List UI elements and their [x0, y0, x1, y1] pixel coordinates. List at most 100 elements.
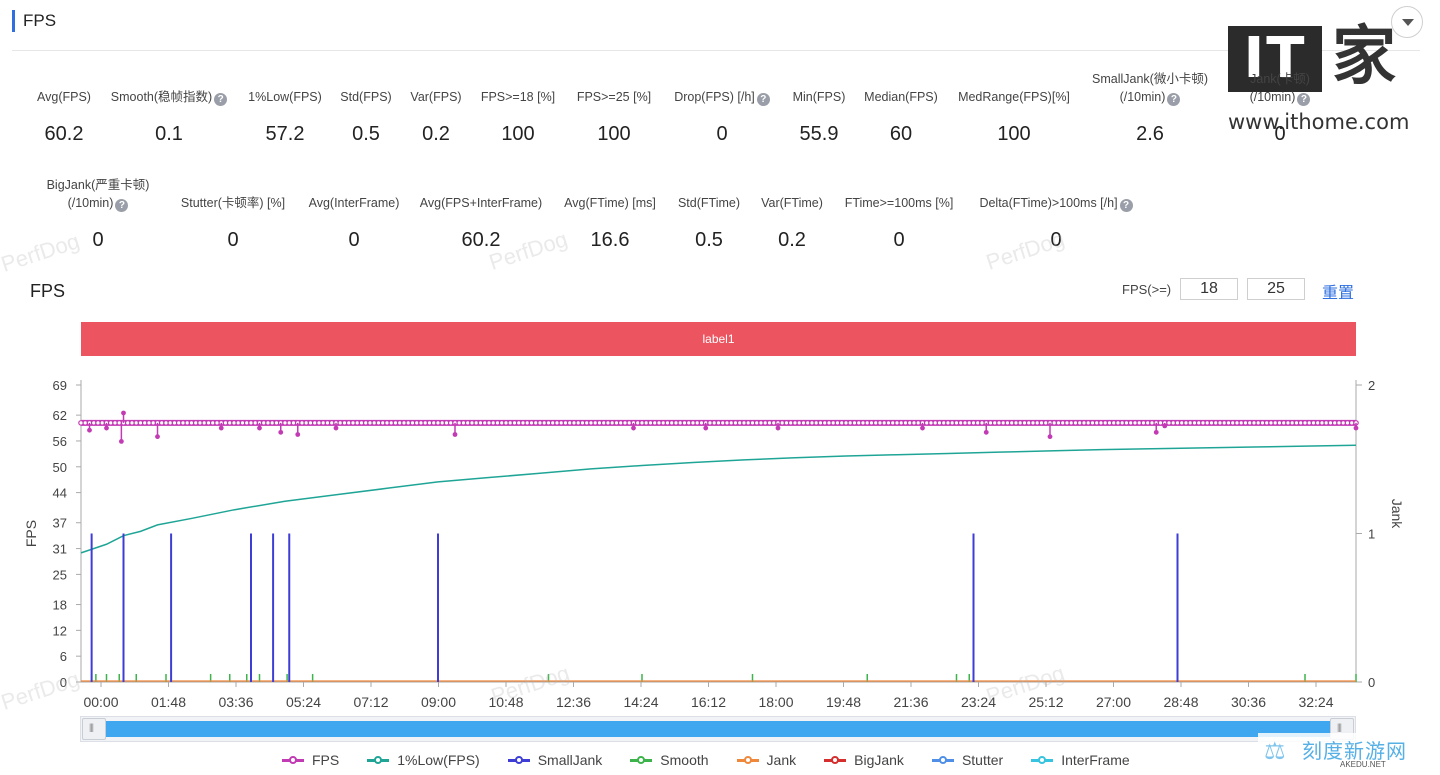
metric-value: 0 [893, 229, 905, 251]
legend-item-smalljank[interactable]: SmallJank [507, 750, 603, 770]
y-tick-label: 56 [53, 434, 67, 449]
help-icon[interactable]: ? [1297, 93, 1311, 106]
legend-label: FPS [312, 752, 340, 768]
x-tick-label: 05:24 [286, 694, 321, 710]
metric-label: FPS>=18 [%] [480, 90, 556, 104]
metric-label: Jank(卡顿) [1250, 72, 1310, 86]
metric-value: 100 [597, 123, 631, 145]
metric-fps-25: FPS>=25 [%] 100 [534, 88, 694, 145]
y-tick-label: 6 [60, 649, 67, 664]
metric-value: 0.5 [352, 123, 380, 145]
y2-tick-label: 1 [1368, 527, 1375, 542]
legend-swatch [824, 755, 847, 765]
x-tick-label: 21:36 [893, 694, 928, 710]
metric-value: 0 [716, 123, 728, 145]
collapse-toggle-button[interactable] [1391, 6, 1423, 38]
help-icon[interactable]: ? [1167, 93, 1181, 106]
fps-point [1353, 425, 1359, 431]
legend-item-smooth[interactable]: Smooth [630, 750, 709, 770]
fps-point [118, 438, 124, 444]
metric-value: 16.6 [590, 229, 630, 251]
metric-median-fps: Median(FPS) 60 [821, 88, 981, 145]
x-tick-label: 12:36 [556, 694, 591, 710]
legend-item-1-low-fps-[interactable]: 1%Low(FPS) [367, 750, 480, 770]
y-tick-label: 69 [53, 378, 67, 393]
metric-label: Delta(FTime)>100ms [/h]? [976, 194, 1136, 212]
x-tick-label: 10:48 [488, 694, 523, 710]
metric-label: Std(FTime) [677, 196, 741, 210]
metric-jank: Jank(卡顿) (/10min)? 0 [1200, 70, 1360, 145]
header-divider [12, 50, 1420, 51]
metric-label: BigJank(严重卡顿) [46, 178, 150, 192]
metric-avg-ftime-ms: Avg(FTime) [ms] 16.6 [530, 194, 690, 251]
metric-std-fps: Std(FPS) 0.5 [286, 88, 446, 145]
time-range-selection[interactable] [104, 721, 1330, 737]
metric-label: Min(FPS) [792, 90, 846, 104]
label-band[interactable]: label1 [81, 322, 1356, 356]
legend-swatch [507, 755, 530, 765]
fps-point [104, 425, 109, 431]
fps-threshold-input-1[interactable]: 18 [1180, 278, 1238, 300]
x-tick-label: 32:24 [1298, 694, 1333, 710]
legend-item-bigjank[interactable]: BigJank [824, 750, 904, 770]
chart-title: FPS [30, 281, 66, 301]
help-icon[interactable]: ? [756, 93, 770, 106]
help-icon[interactable]: ? [115, 199, 129, 212]
metric-1-low-fps: 1%Low(FPS) 57.2 [205, 88, 365, 145]
metric-avg-fps-interframe: Avg(FPS+InterFrame) 60.2 [401, 194, 561, 251]
y-tick-label: 18 [53, 598, 67, 613]
metric-label: Avg(FPS+InterFrame) [419, 196, 543, 210]
fps-point [218, 425, 224, 431]
fps-point [121, 410, 126, 416]
logo-it-mark: IT [1228, 26, 1322, 92]
x-tick-label: 25:12 [1028, 694, 1063, 710]
y-axis-label: FPS [23, 520, 39, 547]
legend-swatch [931, 755, 954, 765]
legend-swatch [282, 755, 304, 765]
metric-label: Smooth(稳帧指数)? [89, 88, 249, 106]
metric-smooth: Smooth(稳帧指数)? 0.1 [89, 88, 249, 145]
metric-value: 0 [348, 229, 360, 251]
metric-medrange-fps: MedRange(FPS)[%] 100 [934, 88, 1094, 145]
fps-point [1047, 434, 1053, 440]
fps-threshold-label: FPS(>=) [1122, 282, 1172, 297]
metric-fps-18: FPS>=18 [%] 100 [438, 88, 598, 145]
x-tick-label: 28:48 [1163, 694, 1198, 710]
slider-handle-left[interactable] [82, 718, 106, 740]
fps-point [155, 434, 160, 440]
help-icon[interactable]: ? [214, 93, 228, 106]
legend-item-stutter[interactable]: Stutter [931, 750, 1003, 770]
ithome-logo: IT 家 www.ithome.com [1228, 22, 1428, 142]
y-tick-label: 31 [53, 542, 67, 557]
legend-item-jank[interactable]: Jank [736, 750, 797, 770]
fps-point [452, 432, 458, 437]
help-icon[interactable]: ? [1119, 199, 1133, 212]
metric-sublabel: (/10min)? [18, 194, 178, 212]
metric-ftime-100ms: FTime>=100ms [%] 0 [819, 194, 979, 251]
metric-avg-fps: Avg(FPS) 60.2 [0, 88, 144, 145]
metric-value: 60.2 [44, 123, 84, 145]
fps-point [278, 429, 284, 435]
x-tick-label: 19:48 [826, 694, 861, 710]
legend-item-fps[interactable]: FPS [282, 750, 339, 770]
metric-label: FTime>=100ms [%] [844, 196, 954, 210]
metric-value: 0 [1050, 229, 1062, 251]
legend-swatch [367, 755, 390, 765]
metric-value: 57.2 [265, 123, 305, 145]
x-tick-label: 00:00 [83, 694, 118, 710]
metric-label: Var(FTime) [761, 196, 823, 210]
y-tick-label: 44 [53, 486, 67, 501]
metric-label: MedRange(FPS)[%] [958, 90, 1070, 104]
metric-value: 60.2 [461, 229, 501, 251]
y2-tick-label: 2 [1368, 378, 1375, 393]
scale-icon: ⚖ [1264, 738, 1286, 765]
reset-button[interactable]: 重置 [1322, 285, 1355, 302]
legend-label: Jank [766, 752, 797, 768]
legend-label: SmallJank [537, 752, 603, 768]
metric-value: 100 [997, 123, 1031, 145]
fps-threshold-input-2[interactable]: 25 [1247, 278, 1305, 300]
metric-label: Median(FPS) [864, 90, 938, 104]
x-tick-label: 27:00 [1096, 694, 1131, 710]
legend-item-interframe[interactable]: InterFrame [1031, 750, 1130, 770]
